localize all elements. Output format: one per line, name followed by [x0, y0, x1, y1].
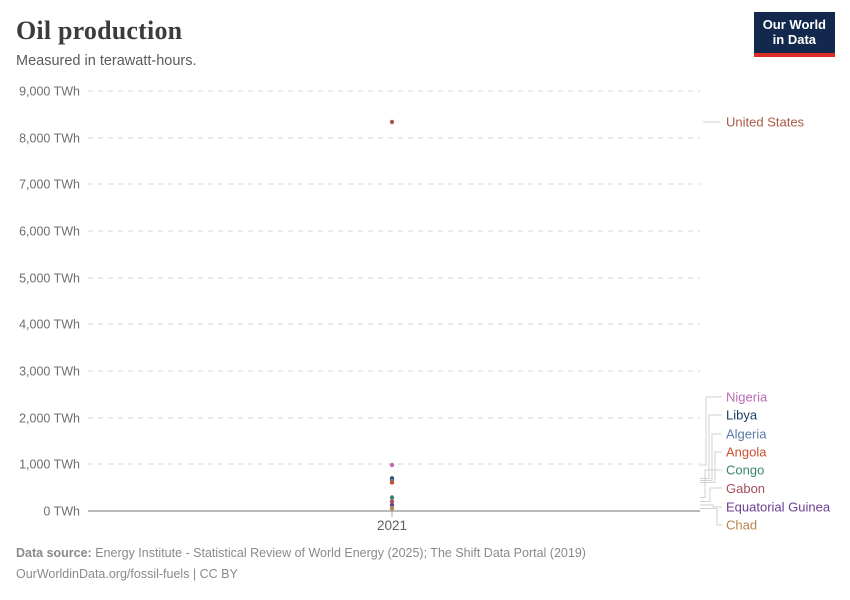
y-tick-label: 9,000 TWh — [19, 85, 80, 99]
entity-label-nigeria[interactable]: Nigeria — [726, 390, 768, 405]
entity-label-gabon[interactable]: Gabon — [726, 481, 765, 496]
data-source-label: Data source: — [16, 546, 92, 560]
y-tick-label: 6,000 TWh — [19, 225, 80, 239]
data-source-line[interactable]: Data source: Energy Institute - Statisti… — [16, 543, 586, 564]
data-source-text: Energy Institute - Statistical Review of… — [91, 546, 586, 560]
gridlines — [88, 90, 700, 465]
leader-line — [700, 508, 722, 526]
y-tick-label: 8,000 TWh — [19, 132, 80, 146]
leader-lines — [700, 121, 722, 526]
data-point-angola[interactable] — [389, 480, 395, 485]
leader-line — [700, 396, 722, 466]
y-tick-label: 0 TWh — [43, 505, 80, 519]
data-point-congo[interactable] — [389, 495, 395, 500]
leader-line — [700, 487, 722, 502]
license-line[interactable]: OurWorldinData.org/fossil-fuels | CC BY — [16, 564, 586, 585]
leader-line — [700, 504, 722, 508]
entity-label-algeria[interactable]: Algeria — [726, 427, 767, 442]
y-tick-label: 1,000 TWh — [19, 458, 80, 472]
data-points — [389, 119, 395, 511]
data-point-nigeria[interactable] — [389, 462, 395, 468]
y-axis: 0 TWh 1,000 TWh 2,000 TWh 3,000 TWh 4,00… — [19, 85, 80, 519]
y-tick-label: 4,000 TWh — [19, 318, 80, 332]
entity-label-chad[interactable]: Chad — [726, 518, 757, 533]
entity-label-libya[interactable]: Libya — [726, 408, 758, 423]
data-point-equatorial-guinea[interactable] — [389, 502, 395, 508]
chart-subtitle: Measured in terawatt-hours. — [16, 53, 197, 69]
owid-logo-line2: in Data — [772, 31, 817, 47]
owid-logo-line1: Our World — [762, 17, 826, 32]
leader-line — [700, 433, 722, 481]
entity-labels: United States Nigeria Libya Algeria Ango… — [726, 115, 831, 533]
owid-logo[interactable]: Our World in Data — [753, 12, 835, 57]
y-tick-label: 7,000 TWh — [19, 178, 80, 192]
chart-footer: Data source: Energy Institute - Statisti… — [16, 543, 586, 586]
x-tick-label-2021: 2021 — [377, 518, 407, 533]
entity-label-congo[interactable]: Congo — [726, 463, 764, 478]
leader-line — [700, 414, 722, 479]
entity-label-united-states[interactable]: United States — [726, 115, 805, 130]
entity-label-equatorial-guinea[interactable]: Equatorial Guinea — [726, 500, 831, 515]
leader-line — [700, 451, 722, 483]
data-point-chad[interactable] — [389, 506, 395, 511]
data-point-gabon[interactable] — [389, 499, 395, 504]
y-tick-label: 2,000 TWh — [19, 412, 80, 426]
y-tick-label: 3,000 TWh — [19, 365, 80, 379]
data-point-united-states[interactable] — [389, 119, 395, 125]
page-title: Oil production — [16, 16, 183, 45]
license-text: OurWorldinData.org/fossil-fuels | CC BY — [16, 567, 238, 582]
entity-label-angola[interactable]: Angola — [726, 445, 767, 460]
y-tick-label: 5,000 TWh — [19, 272, 80, 286]
leader-line — [700, 469, 722, 498]
